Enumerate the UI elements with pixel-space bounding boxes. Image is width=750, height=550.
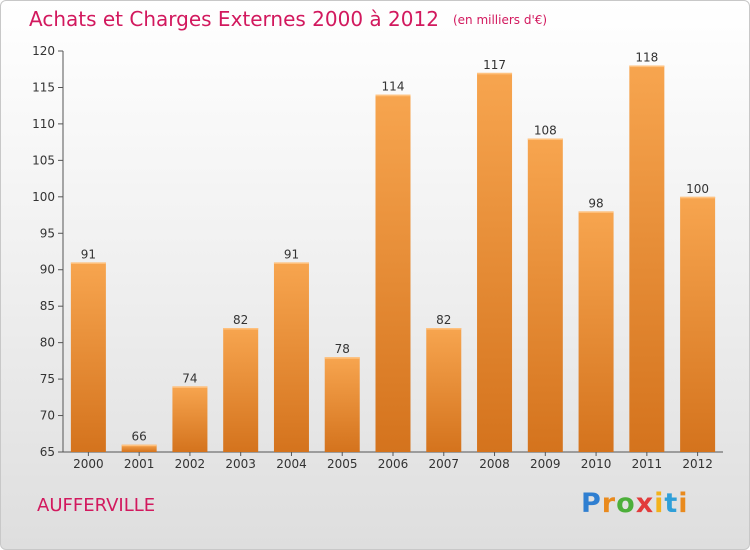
bar-highlight (121, 444, 157, 447)
data-label: 78 (335, 342, 350, 356)
y-tick-label: 115 (32, 80, 55, 94)
bar (121, 444, 157, 452)
bar (680, 196, 716, 452)
logo-letter: t (664, 488, 679, 519)
bar-highlight (172, 386, 208, 388)
y-tick-label: 70 (40, 409, 55, 423)
x-tick-label: 2012 (682, 457, 713, 471)
logo-letter: o (616, 488, 636, 519)
bar-highlight (273, 262, 309, 264)
x-tick-label: 2005 (327, 457, 358, 471)
y-tick-label: 90 (40, 263, 55, 277)
logo-letter: P (581, 488, 602, 519)
axes: 65 70 75 80 85 90 95 100 105 110 115 120 2000 2001 200… (32, 44, 723, 471)
bar (578, 211, 614, 452)
data-label: 91 (284, 247, 299, 261)
data-label: 98 (588, 196, 603, 210)
x-tick-label: 2009 (530, 457, 561, 471)
bar-highlight (223, 328, 259, 330)
x-tick-label: 2008 (479, 457, 510, 471)
x-tick-label: 2010 (581, 457, 612, 471)
data-label: 82 (436, 313, 451, 327)
bar (223, 328, 259, 452)
y-tick-label: 75 (40, 372, 55, 386)
chart-title-main: Achats et Charges Externes 2000 à 2012 (29, 7, 439, 31)
bar (70, 262, 106, 452)
data-label: 108 (534, 123, 557, 137)
x-tick-label: 2000 (73, 457, 104, 471)
logo-letter: i (654, 488, 665, 519)
data-label: 117 (483, 58, 506, 72)
logo-letter: r (601, 488, 617, 519)
data-label: 66 (132, 430, 147, 444)
bar-highlight (375, 94, 411, 97)
city-name: AUFFERVILLE (37, 495, 156, 516)
bar (273, 262, 309, 452)
data-label: 114 (382, 80, 405, 94)
x-tick-label: 2006 (378, 457, 409, 471)
y-tick-label: 110 (32, 117, 55, 131)
bar (324, 357, 360, 452)
data-label: 118 (635, 51, 658, 65)
logo-letter: i (678, 488, 689, 519)
y-tick-label: 85 (40, 299, 55, 313)
y-tick-label: 120 (32, 44, 55, 58)
data-label: 100 (686, 182, 709, 196)
bar (629, 65, 665, 452)
bar-highlight (629, 65, 665, 68)
bar-highlight (426, 328, 462, 330)
bar-highlight (680, 196, 716, 199)
chart-title: Achats et Charges Externes 2000 à 2012 (e… (29, 7, 547, 31)
chart-unit: (en milliers d'€) (452, 13, 548, 27)
x-tick-label: 2011 (632, 457, 663, 471)
x-tick-label: 2002 (175, 457, 206, 471)
bar (172, 386, 208, 452)
bar (477, 72, 513, 452)
data-label: 82 (233, 313, 248, 327)
y-tick-label: 100 (32, 190, 55, 204)
y-tick-label: 65 (40, 445, 55, 459)
data-label: 74 (182, 371, 197, 385)
x-tick-label: 2004 (276, 457, 307, 471)
bars (70, 65, 716, 452)
bar (426, 328, 462, 452)
bar (527, 138, 563, 452)
x-tick-label: 2007 (428, 457, 459, 471)
data-label: 91 (81, 247, 96, 261)
bar-highlight (70, 262, 106, 264)
proxiti-logo: Proxiti (581, 488, 689, 519)
y-tick-label: 95 (40, 226, 55, 240)
bar-highlight (324, 357, 360, 359)
x-tick-label: 2003 (225, 457, 256, 471)
x-tick-label: 2001 (124, 457, 155, 471)
y-tick-label: 105 (32, 153, 55, 167)
bar-highlight (578, 211, 614, 213)
bar-highlight (527, 138, 563, 140)
y-tick-label: 80 (40, 336, 55, 350)
bar (375, 94, 411, 452)
value-labels: 91 66 74 82 91 78 114 82 117 108 98 118 100 (81, 51, 709, 444)
bar-highlight (477, 72, 513, 75)
logo-letter: x (635, 488, 655, 519)
